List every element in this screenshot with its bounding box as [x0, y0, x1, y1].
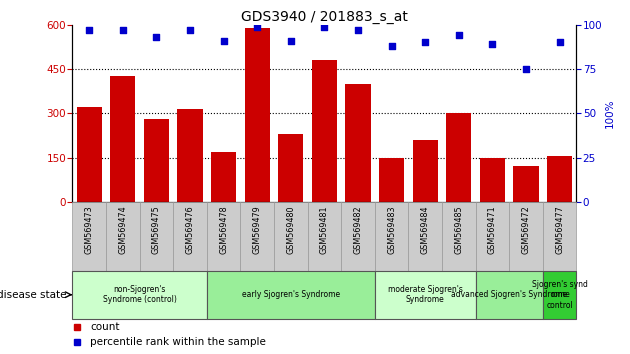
Bar	[341, 202, 375, 271]
Bar	[442, 202, 476, 271]
Bar	[110, 76, 135, 202]
Bar	[173, 202, 207, 271]
Title: GDS3940 / 201883_s_at: GDS3940 / 201883_s_at	[241, 10, 408, 24]
Point	[319, 24, 329, 29]
Bar	[106, 202, 140, 271]
Text: GSM569482: GSM569482	[353, 205, 362, 254]
Bar	[379, 158, 404, 202]
Bar	[513, 166, 539, 202]
Point	[353, 27, 363, 33]
Point	[521, 66, 531, 72]
Bar	[207, 271, 375, 319]
Bar	[480, 158, 505, 202]
Text: non-Sjogren's
Syndrome (control): non-Sjogren's Syndrome (control)	[103, 285, 176, 304]
Text: GSM569483: GSM569483	[387, 205, 396, 254]
Text: GSM569481: GSM569481	[320, 205, 329, 254]
Bar	[307, 202, 341, 271]
Point	[554, 40, 564, 45]
Bar	[241, 202, 274, 271]
Bar	[144, 119, 169, 202]
Point	[387, 43, 397, 49]
Text: moderate Sjogren's
Syndrome: moderate Sjogren's Syndrome	[388, 285, 462, 304]
Bar	[547, 156, 572, 202]
Bar	[408, 202, 442, 271]
Point	[219, 38, 229, 44]
Bar	[375, 202, 408, 271]
Text: advanced Sjogren's Syndrome: advanced Sjogren's Syndrome	[451, 290, 567, 299]
Bar	[274, 202, 307, 271]
Bar	[77, 107, 102, 202]
Point	[252, 24, 262, 29]
Bar	[244, 28, 270, 202]
Point	[454, 33, 464, 38]
Point	[185, 27, 195, 33]
Bar	[509, 202, 543, 271]
Point	[118, 27, 128, 33]
Bar	[476, 271, 543, 319]
Text: GSM569471: GSM569471	[488, 205, 497, 254]
Bar	[207, 202, 241, 271]
Bar	[140, 202, 173, 271]
Text: disease state: disease state	[0, 290, 66, 300]
Text: GSM569480: GSM569480	[287, 205, 295, 254]
Y-axis label: 100%: 100%	[605, 98, 615, 128]
Bar	[278, 134, 304, 202]
Bar	[476, 202, 509, 271]
Text: GSM569474: GSM569474	[118, 205, 127, 254]
Point	[488, 41, 498, 47]
Point	[84, 27, 94, 33]
Text: GSM569472: GSM569472	[522, 205, 530, 254]
Text: GSM569484: GSM569484	[421, 205, 430, 254]
Bar	[178, 109, 203, 202]
Bar	[72, 271, 207, 319]
Bar	[543, 202, 576, 271]
Text: early Sjogren's Syndrome: early Sjogren's Syndrome	[242, 290, 340, 299]
Point	[420, 40, 430, 45]
Text: GSM569477: GSM569477	[555, 205, 564, 254]
Bar	[543, 271, 576, 319]
Bar	[211, 152, 236, 202]
Bar	[345, 84, 370, 202]
Text: GSM569473: GSM569473	[85, 205, 94, 254]
Text: Sjogren's synd
rome
control: Sjogren's synd rome control	[532, 280, 588, 310]
Bar	[72, 202, 106, 271]
Point	[286, 38, 296, 44]
Bar	[413, 140, 438, 202]
Bar	[312, 60, 337, 202]
Text: GSM569479: GSM569479	[253, 205, 261, 254]
Text: GSM569478: GSM569478	[219, 205, 228, 254]
Text: GSM569485: GSM569485	[454, 205, 463, 254]
Text: percentile rank within the sample: percentile rank within the sample	[90, 337, 266, 348]
Bar	[375, 271, 476, 319]
Text: GSM569475: GSM569475	[152, 205, 161, 254]
Text: GSM569476: GSM569476	[186, 205, 195, 254]
Bar	[446, 113, 471, 202]
Point	[151, 34, 161, 40]
Text: count: count	[90, 321, 120, 332]
